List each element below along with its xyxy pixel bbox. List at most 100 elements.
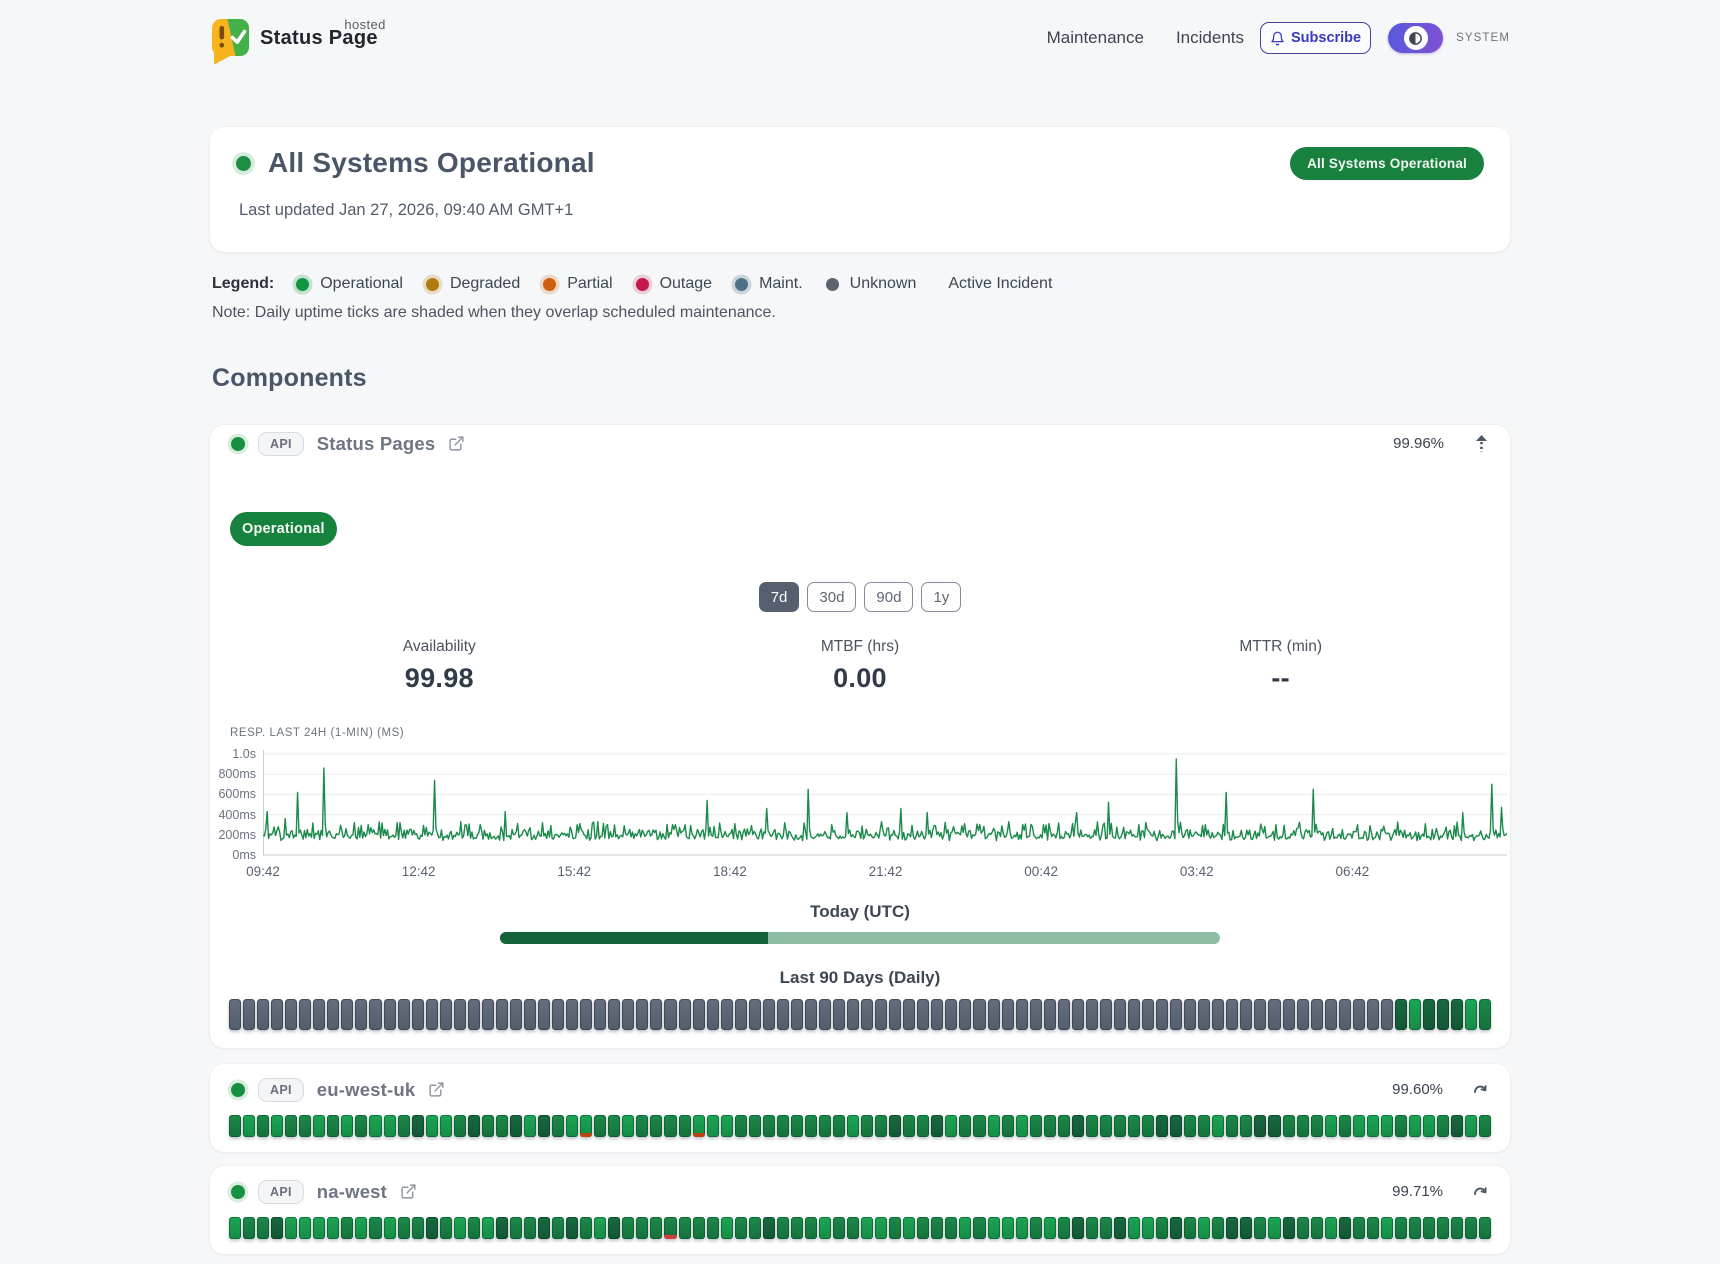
uptime-tick (1437, 999, 1450, 1030)
uptime-tick (566, 1217, 579, 1239)
external-link-icon[interactable] (400, 1183, 417, 1200)
uptime-tick (580, 1217, 593, 1239)
x-axis-label: 09:42 (246, 864, 280, 879)
uptime-tick (1128, 1115, 1141, 1137)
uptime-tick (341, 1217, 354, 1239)
uptime-tick (580, 999, 593, 1030)
uptime-tick (1029, 1217, 1042, 1239)
uptime-tick (1324, 1115, 1337, 1137)
uptime-tick (636, 1217, 649, 1239)
range-button-30d[interactable]: 30d (807, 582, 857, 612)
uptime-tick (776, 1217, 789, 1239)
uptime-tick (692, 1217, 705, 1239)
uptime-tick (383, 1217, 396, 1239)
uptime-tick (1380, 1115, 1393, 1137)
range-button-1y[interactable]: 1y (921, 582, 962, 612)
legend-item-degraded: Degraded (425, 275, 520, 293)
uptime-tick (706, 1217, 719, 1239)
uptime-tick (1113, 1217, 1126, 1239)
nav-link-maintenance[interactable]: Maintenance (1046, 28, 1144, 47)
uptime-tick (987, 999, 1000, 1030)
uptime-tick (734, 1217, 747, 1239)
component-status-dot (231, 436, 245, 451)
uptime-tick (1310, 1217, 1323, 1239)
uptime-tick (1451, 1115, 1464, 1137)
uptime-tick (1437, 1217, 1450, 1239)
x-axis-label: 21:42 (868, 864, 903, 879)
uptime-tick (650, 1217, 663, 1239)
brand: Status Page hosted (210, 11, 385, 65)
uptime-tick (243, 1217, 256, 1239)
range-button-7d[interactable]: 7d (758, 582, 800, 612)
uptime-tick (229, 1115, 242, 1137)
uptime-tick (1099, 1115, 1112, 1137)
uptime-tick (917, 1217, 930, 1239)
uptime-tick (509, 999, 522, 1030)
uptime-tick (804, 1217, 817, 1239)
stat-value: 99.98 (404, 663, 474, 693)
legend-row: Legend: Operational Degraded Partial Outage… (210, 275, 1510, 293)
legend-item-unknown: Unknown (825, 275, 916, 293)
uptime-tick (790, 1115, 803, 1137)
uptime-tick (973, 1115, 986, 1137)
uptime-tick (931, 999, 944, 1030)
legend-item-label: Outage (659, 275, 713, 292)
legend-dot (296, 277, 310, 291)
uptime-tick (1057, 1115, 1070, 1137)
uptime-tick (552, 1217, 565, 1239)
uptime-tick (1394, 999, 1407, 1030)
uptime-tick (1142, 1115, 1155, 1137)
uptime-tick (1015, 1115, 1028, 1137)
uptime-tick (495, 1115, 508, 1137)
uptime-tick (1001, 1217, 1014, 1239)
uptime-tick (523, 1217, 537, 1239)
uptime-tick (748, 1217, 761, 1239)
uptime-tick (243, 999, 256, 1030)
external-link-icon[interactable] (448, 435, 465, 452)
uptime-tick (959, 1217, 972, 1239)
uptime-tick (1226, 1115, 1239, 1137)
uptime-tick (285, 999, 298, 1030)
external-link-icon[interactable] (428, 1081, 445, 1098)
stat-label: Availability (402, 638, 476, 655)
uptime-tick (1240, 999, 1253, 1030)
legend-dot (425, 277, 439, 291)
collapse-icon[interactable] (1474, 435, 1489, 452)
uptime-tick (889, 999, 902, 1030)
overall-status-title: All Systems Operational (268, 147, 595, 178)
uptime-tick (1057, 1217, 1070, 1239)
uptime-tick (1198, 999, 1211, 1030)
uptime-tick (1352, 1217, 1365, 1239)
uptime-tick (1057, 999, 1070, 1030)
app-logo-icon (212, 19, 249, 64)
uptime-tick (692, 999, 705, 1030)
components-list: API Status Pages 99.96% Operational 7d 30d 90d… (210, 425, 1510, 1254)
uptime-tick (917, 1115, 930, 1137)
uptime-ticks-row (229, 1115, 1492, 1137)
uptime-tick (1184, 1217, 1197, 1239)
legend-label: Legend: (212, 275, 275, 292)
expand-icon[interactable] (1473, 1186, 1489, 1198)
component-status-badge: Operational (230, 512, 337, 546)
theme-toggle[interactable] (1388, 23, 1444, 53)
legend-dot (635, 277, 649, 291)
subscribe-button[interactable]: Subscribe (1260, 22, 1372, 54)
uptime-tick (1310, 999, 1323, 1030)
uptime-tick (833, 1115, 846, 1137)
expand-icon[interactable] (1473, 1084, 1489, 1096)
theme-switcher: SYSTEM (1388, 23, 1510, 53)
contrast-icon (1409, 31, 1422, 45)
incident-marker (664, 1235, 677, 1239)
x-axis-label: 15:42 (557, 864, 592, 879)
legend-item-maint: Maint. (735, 275, 803, 293)
y-axis-label: 400ms (218, 807, 256, 822)
today-utc-label: Today (UTC) (810, 902, 910, 921)
range-button-90d[interactable]: 90d (864, 582, 914, 612)
component-stats: Availability 99.98 MTBF (hrs) 0.00 MTTR (min… (229, 638, 1491, 694)
uptime-tick (1254, 1217, 1267, 1239)
uptime-tick (917, 999, 930, 1030)
uptime-tick (453, 1115, 466, 1137)
components-heading: Components (212, 364, 367, 392)
nav-link-incidents[interactable]: Incidents (1175, 28, 1244, 47)
uptime-tick (1366, 999, 1379, 1030)
